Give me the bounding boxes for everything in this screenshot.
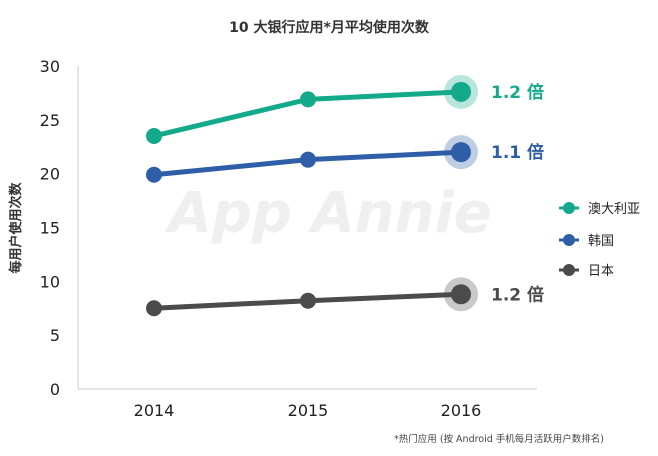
y-tick-label: 10 [40, 272, 60, 291]
x-tick-label: 2016 [441, 401, 482, 420]
growth-label: 1.1 倍 [491, 142, 544, 163]
y-tick-label: 5 [50, 326, 60, 345]
data-point [300, 151, 316, 168]
y-tick-label: 20 [40, 165, 60, 184]
legend-swatch-marker [563, 202, 575, 214]
legend-label: 日本 [588, 264, 614, 279]
watermark: App Annie [164, 181, 491, 246]
data-point [146, 127, 162, 144]
y-tick-label: 25 [40, 111, 60, 130]
y-tick-label: 0 [50, 380, 60, 399]
y-axis-ticks: 0 5 10 15 20 25 30 [40, 57, 60, 399]
legend-item: 澳大利亚 [559, 201, 640, 217]
legend-swatch-marker [563, 234, 575, 246]
data-point [451, 81, 471, 102]
legend-item: 日本 [559, 264, 614, 279]
series-3: 1.2 倍 [146, 277, 544, 317]
series-group: 1.2 倍 1.1 倍 1.2 倍 [146, 74, 544, 317]
legend-label: 澳大利亚 [588, 201, 640, 217]
legend-item: 韩国 [559, 234, 614, 249]
x-tick-label: 2014 [134, 401, 175, 420]
y-tick-label: 30 [40, 57, 60, 76]
series-1: 1.2 倍 [146, 74, 544, 144]
data-point [146, 166, 162, 183]
data-point [300, 91, 316, 108]
y-axis-label: 每用户使用次数 [8, 182, 24, 274]
x-axis-ticks: 2014 2015 2016 [134, 401, 482, 420]
data-point [146, 300, 162, 317]
chart-title: 10 大银行应用*月平均使用次数 [229, 19, 430, 36]
legend-label: 韩国 [588, 234, 614, 249]
footnote: *热门应用 (按 Android 手机每月活跃用户数排名) [394, 433, 604, 445]
legend-swatch-marker [563, 264, 575, 276]
series-2: 1.1 倍 [146, 135, 544, 183]
x-tick-label: 2015 [288, 401, 329, 420]
data-point [451, 142, 471, 163]
growth-label: 1.2 倍 [491, 82, 544, 103]
growth-label: 1.2 倍 [491, 284, 544, 305]
y-tick-label: 15 [40, 219, 60, 238]
data-point [300, 292, 316, 309]
data-point [451, 284, 471, 305]
